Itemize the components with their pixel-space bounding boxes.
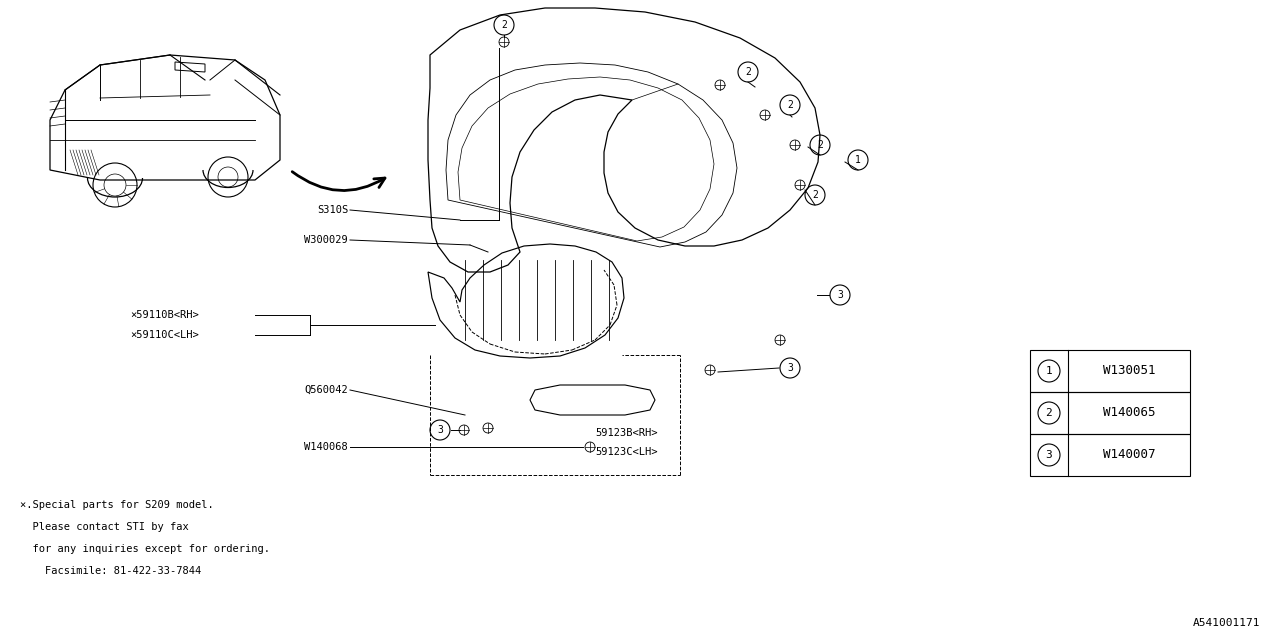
Text: 1: 1	[855, 155, 861, 165]
Text: 3: 3	[1046, 450, 1052, 460]
Text: ×59110C<LH>: ×59110C<LH>	[131, 330, 198, 340]
Text: 3: 3	[436, 425, 443, 435]
Text: 2: 2	[812, 190, 818, 200]
Text: A541001171: A541001171	[1193, 618, 1260, 628]
Text: W130051: W130051	[1103, 365, 1156, 378]
Text: S310S: S310S	[316, 205, 348, 215]
Text: W140068: W140068	[305, 442, 348, 452]
Bar	[1030, 434, 1190, 476]
Text: 2: 2	[1046, 408, 1052, 418]
Text: W140007: W140007	[1103, 449, 1156, 461]
Text: 59123B<RH>: 59123B<RH>	[595, 428, 658, 438]
Text: 2: 2	[787, 100, 792, 110]
Bar	[1030, 350, 1190, 392]
Text: Facsimile: 81-422-33-7844: Facsimile: 81-422-33-7844	[20, 566, 201, 576]
Text: 2: 2	[817, 140, 823, 150]
Text: ×59110B<RH>: ×59110B<RH>	[131, 310, 198, 320]
Text: 3: 3	[787, 363, 792, 373]
Text: ×.Special parts for S209 model.: ×.Special parts for S209 model.	[20, 500, 214, 510]
Text: 3: 3	[837, 290, 844, 300]
Text: W140065: W140065	[1103, 406, 1156, 419]
Text: W300029: W300029	[305, 235, 348, 245]
Bar	[1030, 392, 1190, 434]
Text: Q560042: Q560042	[305, 385, 348, 395]
Text: 1: 1	[1046, 366, 1052, 376]
Text: for any inquiries except for ordering.: for any inquiries except for ordering.	[20, 544, 270, 554]
Text: Please contact STI by fax: Please contact STI by fax	[20, 522, 188, 532]
Text: 59123C<LH>: 59123C<LH>	[595, 447, 658, 457]
Text: 2: 2	[500, 20, 507, 30]
Text: 2: 2	[745, 67, 751, 77]
